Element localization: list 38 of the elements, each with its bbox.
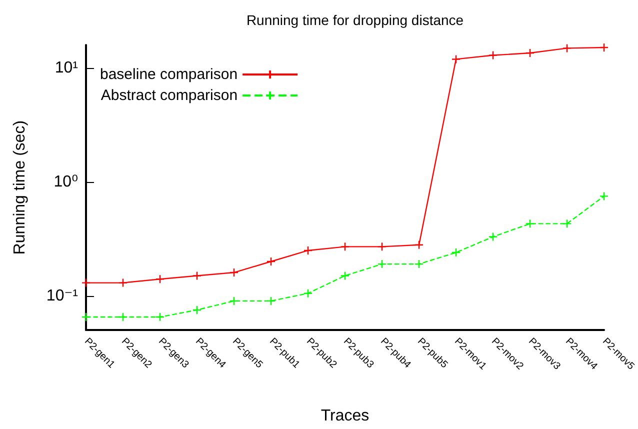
point <box>192 271 202 280</box>
point <box>303 288 313 298</box>
point <box>451 54 461 64</box>
point <box>377 242 387 252</box>
point <box>377 259 387 269</box>
legend-label: baseline comparison <box>100 66 238 83</box>
chart-title: Running time for dropping distance <box>246 12 464 28</box>
point <box>525 219 535 228</box>
point <box>81 312 91 322</box>
point <box>118 312 128 322</box>
y-axis-title: Running time (sec) <box>12 120 28 255</box>
point <box>562 44 572 53</box>
legend-label: Abstract comparison <box>100 87 238 104</box>
y-tick-label: 10⁻¹ <box>46 287 78 304</box>
point <box>155 312 165 322</box>
point <box>229 268 239 278</box>
point <box>340 242 350 252</box>
y-tick-label: 10⁰ <box>54 173 78 190</box>
point <box>451 248 461 258</box>
point <box>599 42 609 52</box>
point <box>488 232 498 242</box>
point <box>118 278 128 288</box>
point <box>599 192 609 201</box>
y-tick-label: 10¹ <box>54 60 78 77</box>
point <box>562 219 572 228</box>
point <box>303 246 313 256</box>
point <box>414 259 424 269</box>
point <box>266 296 276 306</box>
point <box>488 50 498 60</box>
point <box>81 278 91 288</box>
point <box>266 256 276 266</box>
point <box>414 240 424 250</box>
point <box>192 305 202 315</box>
x-axis-title: Traces <box>320 408 370 424</box>
point <box>525 48 535 58</box>
point <box>340 271 350 280</box>
point <box>155 274 165 284</box>
point <box>229 296 239 306</box>
